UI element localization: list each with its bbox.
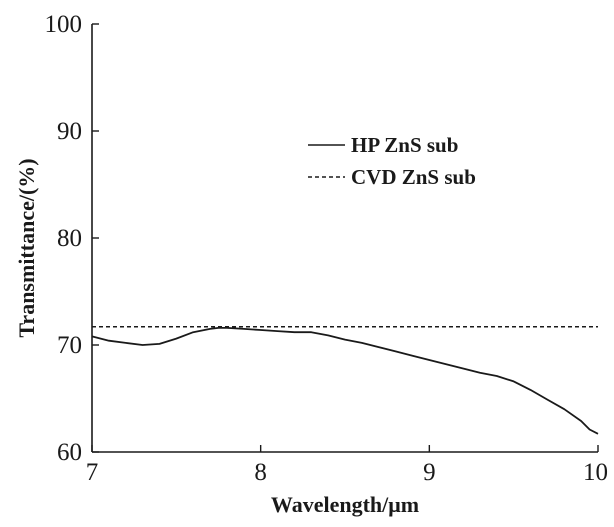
x-tick-label-7: 7 <box>86 459 99 486</box>
y-ticks: 60 70 80 90 100 <box>45 11 99 466</box>
x-tick-label-10: 10 <box>583 459 608 486</box>
y-tick-label-80: 80 <box>57 225 82 252</box>
x-axis-title: Wavelength/μm <box>271 492 419 517</box>
y-tick-label-70: 70 <box>57 332 82 359</box>
legend-label-hp-zns: HP ZnS sub <box>351 133 458 157</box>
y-tick-label-100: 100 <box>45 11 83 38</box>
x-tick-label-9: 9 <box>423 459 436 486</box>
axes <box>91 24 598 453</box>
y-tick-label-60: 60 <box>57 439 82 466</box>
legend: HP ZnS sub CVD ZnS sub <box>308 133 476 189</box>
plot-series <box>91 326 599 435</box>
legend-label-cvd-zns: CVD ZnS sub <box>351 165 476 189</box>
series-line-hp-zns <box>91 327 599 435</box>
x-tick-label-8: 8 <box>254 459 267 486</box>
y-tick-label-90: 90 <box>57 118 82 145</box>
y-axis-title: Transmittance/(%) <box>14 158 39 337</box>
x-ticks: 7 8 9 10 <box>86 445 608 486</box>
